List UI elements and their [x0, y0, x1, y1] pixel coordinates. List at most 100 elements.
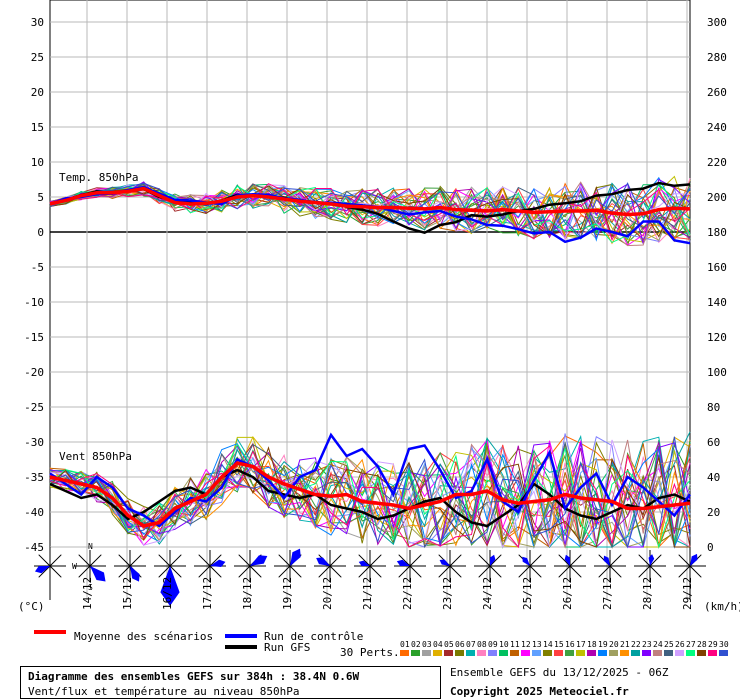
pert-number: 19	[598, 640, 608, 649]
wind-rose	[314, 550, 346, 582]
pert-wind-line	[49, 442, 691, 548]
mean-wind-line	[49, 461, 691, 528]
pert-swatch	[444, 650, 453, 656]
pert-swatch	[653, 650, 662, 656]
y-left-tick: 25	[31, 51, 44, 64]
wind-rose	[274, 548, 306, 582]
rose-spoke	[158, 565, 171, 578]
y-right-tick: 0	[707, 541, 714, 554]
x-tick-label: 21/12	[361, 577, 374, 610]
pert-number: 08	[477, 640, 487, 649]
wind-rose	[194, 550, 226, 582]
pert-number: 10	[499, 640, 509, 649]
pert-number: 29	[708, 640, 718, 649]
mean-temp-line	[49, 186, 691, 217]
rose-spoke	[329, 565, 342, 578]
wind-rose	[514, 550, 546, 582]
pert-swatch	[719, 650, 728, 656]
y-left-tick: 10	[31, 156, 44, 169]
rose-spoke	[478, 565, 491, 578]
compass-s: S	[88, 583, 93, 592]
pert-number: 03	[422, 640, 432, 649]
x-tick-label: 19/12	[281, 577, 294, 610]
y-right-tick: 80	[707, 401, 720, 414]
rose-spoke	[118, 565, 131, 578]
wind-rose	[634, 550, 666, 582]
rose-spoke	[38, 565, 51, 578]
rose-spoke	[318, 565, 331, 578]
wind-rose	[234, 550, 268, 582]
pert-number: 28	[697, 640, 707, 649]
pert-number: 13	[532, 640, 542, 649]
x-tick-label: 17/12	[201, 577, 214, 610]
pert-temp-line	[49, 183, 691, 241]
wind-rose	[354, 550, 386, 582]
legend-mean-label: Moyenne des scénarios	[74, 630, 213, 643]
pert-number: 02	[411, 640, 421, 649]
rose-petal	[250, 555, 268, 566]
pert-number: 18	[587, 640, 597, 649]
rose-spoke	[198, 565, 211, 578]
y-right-tick: 40	[707, 471, 720, 484]
footer-subtitle: Vent/flux et température au niveau 850hP…	[28, 685, 300, 698]
y-right-tick: 120	[707, 331, 727, 344]
rose-spoke	[78, 565, 91, 578]
wind-rose	[594, 550, 626, 582]
x-tick-label: 16/12	[161, 577, 174, 610]
y-right-tick: 220	[707, 156, 727, 169]
x-tick-label: 25/12	[521, 577, 534, 610]
rose-spoke	[678, 565, 691, 578]
legend-control-label: Run de contrôle	[264, 630, 363, 643]
rose-spoke	[678, 554, 691, 567]
pert-swatch	[565, 650, 574, 656]
rose-petal	[290, 548, 301, 566]
rose-spoke	[649, 565, 662, 578]
rose-spoke	[49, 565, 62, 578]
wind-rose	[474, 550, 506, 582]
perturbation-legend: 01 02 03 04 05 06 07 08 09 10 11 12 13 14 15 16 17 18 19 20…	[400, 640, 729, 656]
y-right-tick: 60	[707, 436, 720, 449]
pert-swatch	[576, 650, 585, 656]
main-series-lines	[49, 181, 692, 528]
wind-rose	[154, 550, 186, 606]
rose-spoke	[369, 565, 382, 578]
rose-spoke	[169, 565, 182, 578]
rose-petal	[90, 566, 106, 582]
footer-title: Diagramme des ensembles GEFS sur 384h : …	[28, 670, 360, 683]
wind-panel-label: Vent 850hPa	[59, 450, 132, 463]
pert-swatch	[587, 650, 596, 656]
pert-number: 07	[466, 640, 476, 649]
pert-number: 27	[686, 640, 696, 649]
pert-number: 20	[609, 640, 619, 649]
compass-w: W	[72, 562, 77, 571]
y-right-tick: 20	[707, 506, 720, 519]
pert-number: 11	[510, 640, 520, 649]
footer-run-info: Ensemble GEFS du 13/12/2025 - 06Z	[450, 666, 669, 679]
rose-petal	[34, 565, 50, 574]
gfs-wind-line	[49, 468, 691, 528]
x-tick-label: 23/12	[441, 577, 454, 610]
rose-spoke	[558, 554, 571, 567]
pert-swatch	[455, 650, 464, 656]
y-left-tick: 15	[31, 121, 44, 134]
rose-spoke	[569, 554, 582, 567]
pert-wind-line	[49, 436, 691, 549]
pert-number: 22	[631, 640, 641, 649]
pert-swatch	[543, 650, 552, 656]
wind-rose	[74, 550, 106, 582]
rose-spoke	[478, 554, 491, 567]
y-right-tick: 140	[707, 296, 727, 309]
x-tick-label: 29/12	[681, 577, 694, 610]
pert-number: 04	[433, 640, 443, 649]
wind-rose	[114, 550, 146, 582]
rose-petal	[358, 560, 370, 567]
legend-perts-label: 30 Perts.	[340, 646, 400, 659]
rose-petal	[603, 555, 610, 566]
y-left-tick: 5	[37, 191, 44, 204]
rose-petal	[690, 553, 698, 566]
right-unit-label: (km/h)	[704, 600, 740, 613]
pert-number: 26	[675, 640, 685, 649]
pert-swatch	[631, 650, 640, 656]
rose-petal	[396, 559, 410, 567]
pert-swatch	[466, 650, 475, 656]
